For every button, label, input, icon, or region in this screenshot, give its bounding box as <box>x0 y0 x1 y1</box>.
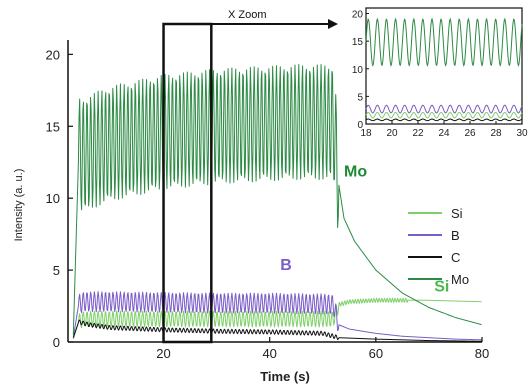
y-axis-label: Intensity (a. u.) <box>13 169 25 242</box>
inset-series-line-c <box>365 118 523 122</box>
legend-label-b: B <box>451 228 460 243</box>
y-tick-label: 20 <box>46 47 60 62</box>
annotation-mo: Mo <box>344 164 367 181</box>
main-y-ticks: 0 5 10 15 20 <box>46 47 73 350</box>
main-series-group <box>72 64 482 342</box>
x-tick-label: 80 <box>475 346 489 361</box>
main-x-ticks: 20 40 60 80 <box>156 337 489 361</box>
inset-y-tick-label: 5 <box>357 92 363 103</box>
x-axis-label: Time (s) <box>260 369 310 384</box>
inset-y-tick-label: 20 <box>352 10 364 21</box>
y-tick-label: 10 <box>46 191 60 206</box>
inset-y-tick-label: 15 <box>352 37 364 48</box>
inset-x-tick-label: 30 <box>516 128 528 139</box>
inset-x-tick-label: 26 <box>464 128 476 139</box>
annotation-si: Si <box>434 279 449 296</box>
series-line-mo <box>72 64 482 335</box>
y-tick-label: 0 <box>53 335 60 350</box>
inset-x-tick-label: 22 <box>412 128 424 139</box>
inset-x-tick-label: 28 <box>490 128 502 139</box>
series-line-c <box>72 319 482 342</box>
zoom-arrow <box>163 19 338 29</box>
inset-y-tick-label: 0 <box>357 120 363 131</box>
y-tick-label: 15 <box>46 119 60 134</box>
x-tick-label: 60 <box>369 346 383 361</box>
legend-label-si: Si <box>451 206 463 221</box>
inset-series-line-b <box>365 104 523 114</box>
zoom-label: X Zoom <box>228 9 267 21</box>
inset-frame <box>365 7 523 125</box>
inset-x-tick-label: 20 <box>386 128 398 139</box>
inset-series-line-si <box>365 111 523 119</box>
inset-x-tick-label: 24 <box>438 128 450 139</box>
legend-label-mo: Mo <box>451 272 469 287</box>
legend: Si BC Mo <box>408 206 469 287</box>
x-tick-label: 40 <box>262 346 276 361</box>
annotation-b: B <box>280 257 292 274</box>
series-line-si <box>72 297 482 340</box>
inset-x-tick-label: 18 <box>360 128 372 139</box>
series-line-b <box>72 291 482 341</box>
inset-plot: 18 20 22 24 26 28 30 0 5 10 15 20 <box>352 7 528 139</box>
inset-series-group <box>365 17 523 122</box>
inset-y-ticks: 0 5 10 15 20 <box>352 10 369 131</box>
x-tick-label: 20 <box>156 346 170 361</box>
inset-series-line-mo <box>365 17 523 67</box>
zoom-arrowhead <box>328 19 338 29</box>
series-annotations: Mo B Si <box>280 164 449 296</box>
inset-y-tick-label: 10 <box>352 65 364 76</box>
y-tick-label: 5 <box>53 263 60 278</box>
inset-x-ticks: 18 20 22 24 26 28 30 <box>360 121 528 139</box>
legend-label-c: C <box>451 250 460 265</box>
main-plot: X Zoom 20 40 60 80 0 5 10 15 20 Time (s) Intens… <box>13 9 489 384</box>
